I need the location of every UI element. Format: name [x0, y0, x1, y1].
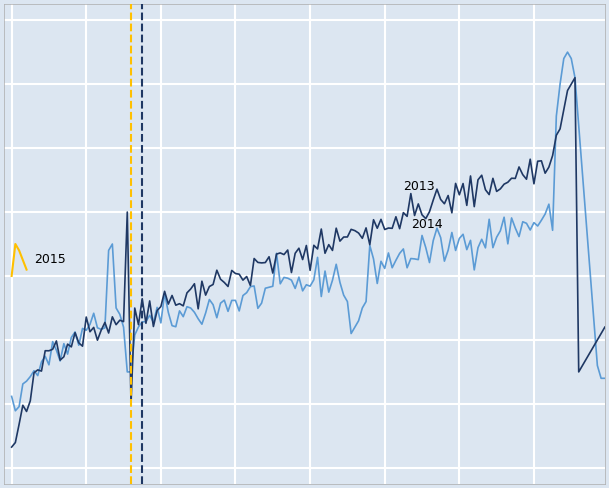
Text: 2013: 2013 — [403, 180, 435, 193]
Text: 2014: 2014 — [411, 218, 443, 231]
Text: 2015: 2015 — [34, 253, 66, 266]
